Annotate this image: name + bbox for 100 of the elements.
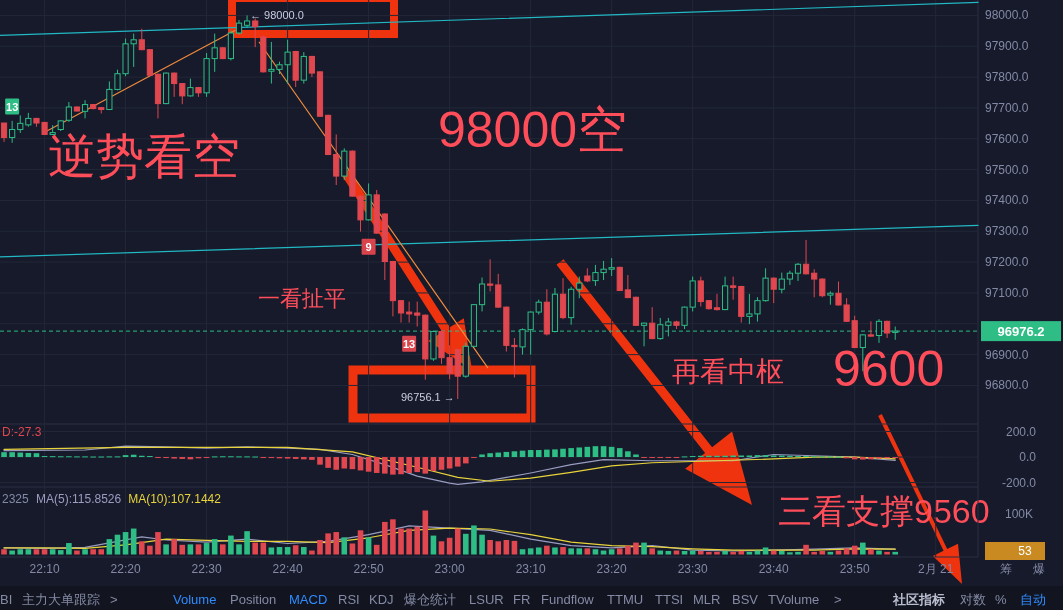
bar <box>138 541 145 555</box>
bar <box>633 454 639 458</box>
bar <box>714 551 720 555</box>
x-tick-label: 23:00 <box>434 562 465 576</box>
bar <box>114 534 121 555</box>
y-tick-label: 97500.0 <box>985 162 1029 177</box>
bar <box>860 542 866 555</box>
annotation: 一看扯平 <box>258 286 346 311</box>
candlestick <box>171 71 178 98</box>
bar <box>511 540 518 555</box>
bar <box>66 543 72 555</box>
bar <box>390 457 396 475</box>
bar <box>33 453 40 458</box>
annotation: 13 <box>403 338 416 351</box>
bar <box>301 547 307 555</box>
bar <box>406 457 412 473</box>
bar <box>535 547 542 555</box>
bar <box>487 453 493 458</box>
text: 筹 <box>1000 562 1012 576</box>
x-tick-label: 22:50 <box>353 562 384 576</box>
bar <box>576 447 583 458</box>
bar <box>681 550 688 555</box>
y-tick-label: 0.0 <box>1019 450 1037 465</box>
bar <box>706 551 712 555</box>
candlestick <box>713 293 721 312</box>
bar <box>57 550 64 555</box>
bar <box>17 452 24 458</box>
bar <box>584 548 591 555</box>
bar <box>41 549 48 555</box>
bar <box>325 457 331 468</box>
x-tick-label: 23:30 <box>677 562 709 576</box>
annotation: 13 <box>6 100 19 113</box>
bar <box>876 550 882 555</box>
bar <box>454 528 461 555</box>
bar <box>778 550 785 555</box>
bar <box>333 457 340 470</box>
bar <box>390 519 396 555</box>
candlestick <box>576 276 583 299</box>
candlestick <box>802 239 810 275</box>
bar <box>600 550 607 555</box>
bar <box>616 448 623 458</box>
y-tick-label: 97700.0 <box>985 100 1029 115</box>
bar <box>179 544 186 555</box>
candlestick <box>397 299 405 324</box>
bar <box>625 545 631 555</box>
text: MACD <box>289 592 328 607</box>
annotation: 98000空 <box>438 102 628 158</box>
candlestick <box>778 272 785 294</box>
text: MLR <box>693 592 721 607</box>
bar <box>568 448 574 458</box>
bar <box>25 549 32 555</box>
text: 社区指标 <box>892 592 945 607</box>
text: TTSI <box>655 592 684 607</box>
bar <box>673 550 680 555</box>
bar <box>98 549 105 555</box>
text: LSUR <box>469 592 504 607</box>
bar <box>884 551 890 555</box>
bar <box>74 550 80 555</box>
bar <box>868 549 874 555</box>
bar <box>535 450 542 458</box>
text: 爆 <box>1033 562 1045 576</box>
bar <box>438 457 445 470</box>
bar <box>738 550 745 555</box>
bar <box>155 532 161 555</box>
bar <box>754 550 761 555</box>
bar <box>463 533 469 555</box>
y-tick-label: 97600.0 <box>985 131 1029 146</box>
text: 53 <box>1018 544 1032 558</box>
text: BSV <box>732 592 759 607</box>
bar <box>106 539 113 555</box>
bar <box>163 544 169 555</box>
bar <box>592 446 599 458</box>
bar <box>252 542 258 555</box>
bar <box>446 537 453 555</box>
bar <box>795 551 801 555</box>
candlestick <box>487 258 494 292</box>
candlestick <box>478 277 486 312</box>
x-tick-label: 22:10 <box>29 562 60 576</box>
bar <box>641 542 647 555</box>
bar <box>398 457 404 475</box>
bar <box>219 544 226 555</box>
candlestick <box>867 320 875 338</box>
bar <box>787 552 793 555</box>
annotation: D:-27.3 <box>2 425 42 439</box>
bar <box>576 548 583 555</box>
candlestick <box>495 273 502 309</box>
bar <box>309 550 315 555</box>
bar <box>49 549 56 555</box>
annotation: 96756.1 → <box>400 390 455 403</box>
text: 爆仓统计 <box>404 592 456 607</box>
bar <box>195 544 202 555</box>
text: 2325 <box>2 492 30 506</box>
bar <box>292 545 299 555</box>
bar <box>122 532 129 555</box>
y-tick-label: 97300.0 <box>985 224 1029 239</box>
bar <box>843 548 850 555</box>
text: KDJ <box>369 592 394 607</box>
y-tick-label: 96900.0 <box>985 347 1029 362</box>
candlestick <box>300 51 307 85</box>
bar <box>373 457 380 473</box>
